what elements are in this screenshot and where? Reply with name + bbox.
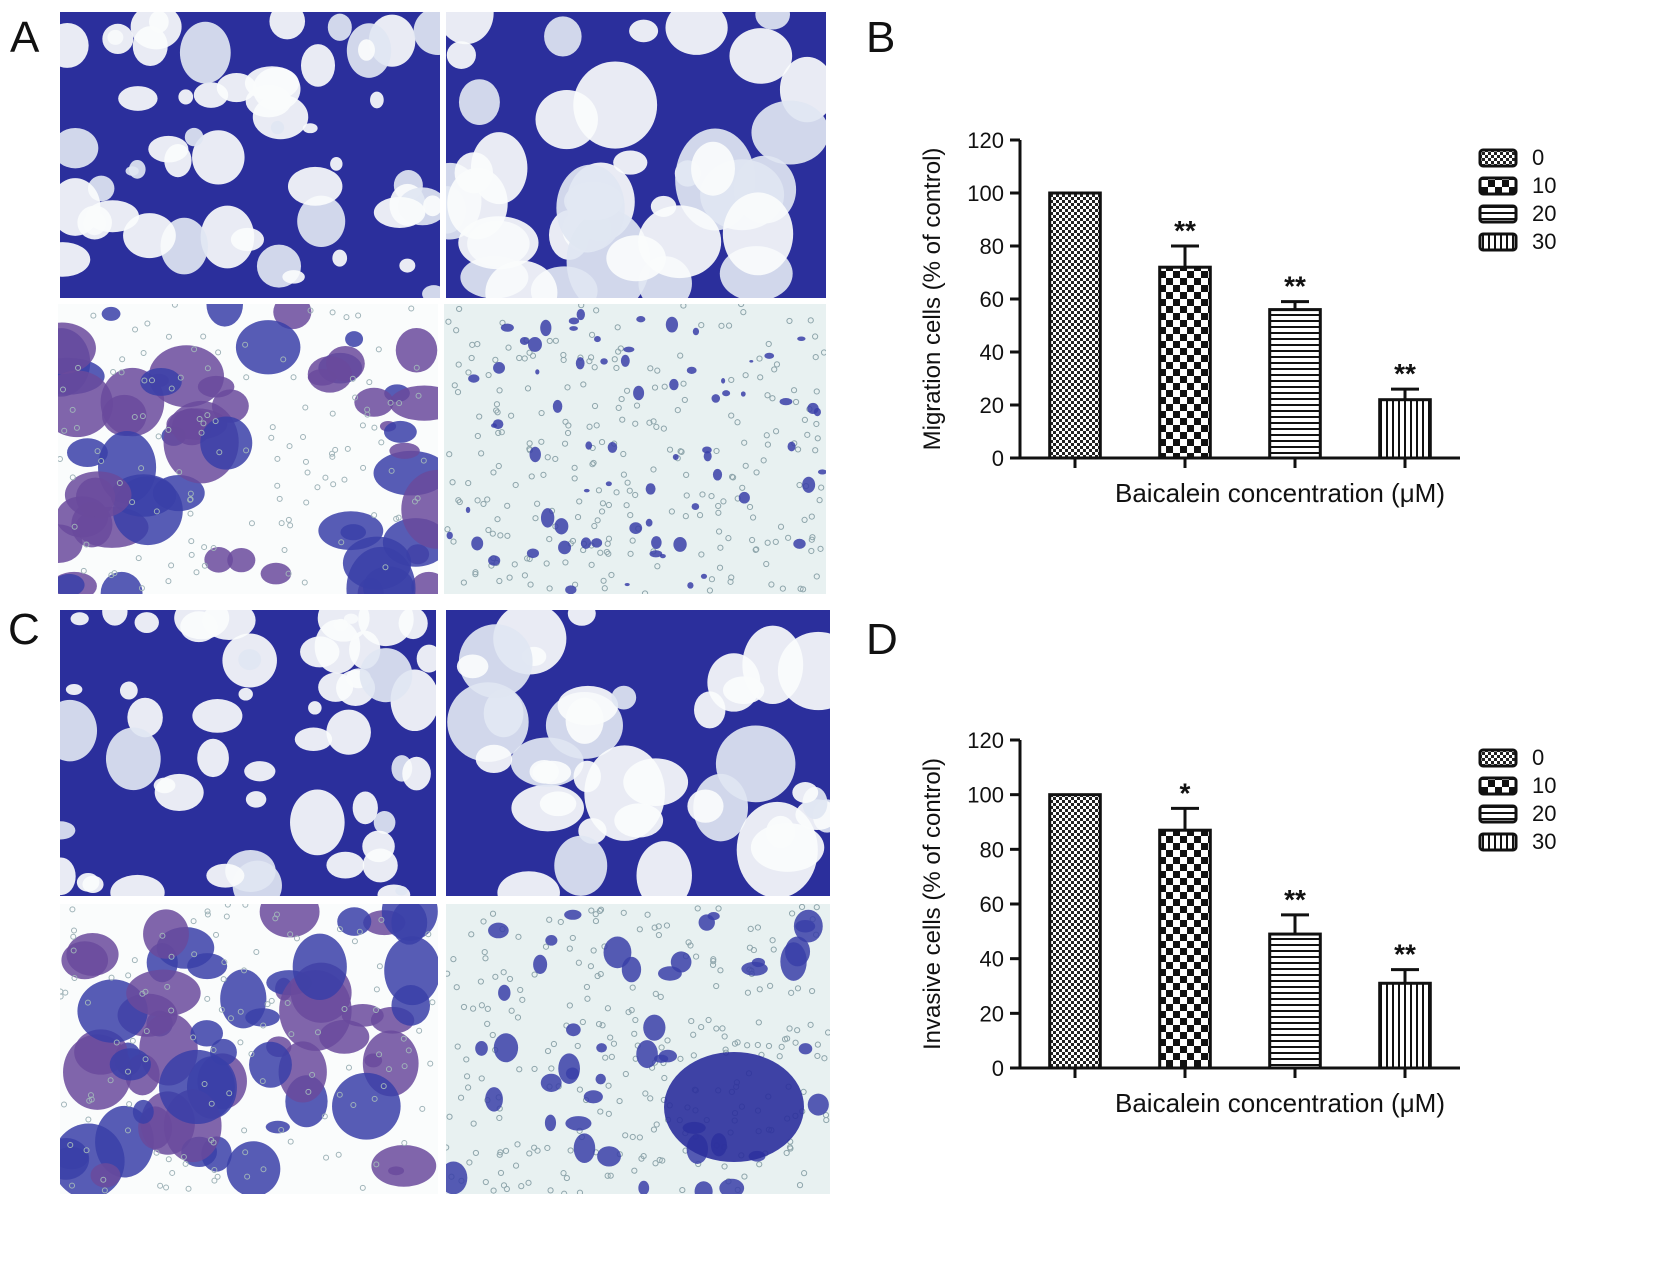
y-tick-label: 60: [980, 892, 1004, 917]
panel-label-c: C: [8, 605, 40, 654]
y-tick-label: 0: [992, 1056, 1004, 1081]
y-tick-label: 120: [967, 128, 1004, 153]
micrograph-texture: [446, 12, 826, 298]
legend-swatch-20: [1478, 204, 1518, 224]
micrograph-texture: [446, 610, 830, 896]
bar-30: [1378, 398, 1432, 460]
legend-label: 30: [1532, 829, 1556, 854]
y-axis-label: Invasive cells (% of control): [919, 758, 946, 1050]
legend-swatch-30: [1478, 832, 1518, 852]
micrograph-a-20: [58, 304, 438, 594]
significance-mark: *: [1180, 777, 1191, 808]
y-tick-label: 20: [980, 1001, 1004, 1026]
micrograph-texture: [444, 304, 826, 594]
bar-20: [1268, 308, 1322, 460]
micrograph-texture: [60, 610, 436, 896]
legend-label: 10: [1532, 773, 1556, 798]
legend-label: 20: [1532, 801, 1556, 826]
y-tick-label: 20: [980, 393, 1004, 418]
legend-label: 0: [1532, 145, 1544, 170]
legend-label: 30: [1532, 229, 1556, 254]
x-axis-label: Baicalein concentration (μM): [1115, 1088, 1445, 1118]
legend-label: 0: [1532, 745, 1544, 770]
y-tick-label: 0: [992, 446, 1004, 471]
panel-label-d: D: [866, 615, 898, 664]
micrograph-a-10: [446, 12, 826, 298]
y-tick-label: 80: [980, 234, 1004, 259]
bar-10: [1158, 265, 1212, 460]
micrograph-texture: [58, 304, 438, 594]
y-tick-label: 100: [967, 783, 1004, 808]
significance-mark: **: [1284, 884, 1306, 915]
bar-0: [1048, 191, 1102, 460]
y-axis-label: Migration cells (% of control): [919, 148, 946, 451]
micrograph-c-30: [446, 904, 830, 1194]
legend-swatch-10: [1478, 776, 1518, 796]
micrograph-a-control: [60, 12, 440, 298]
legend-swatch-0: [1478, 148, 1518, 168]
significance-mark: **: [1174, 215, 1196, 246]
x-axis-label: Baicalein concentration (μM): [1115, 478, 1445, 508]
panel-label-b: B: [866, 13, 896, 62]
legend-label: 20: [1532, 201, 1556, 226]
y-tick-label: 40: [980, 340, 1004, 365]
y-tick-label: 80: [980, 837, 1004, 862]
y-tick-label: 40: [980, 947, 1004, 972]
y-tick-label: 60: [980, 287, 1004, 312]
bar-20: [1268, 932, 1322, 1070]
micrograph-texture: [60, 904, 438, 1194]
panel-label-a: A: [10, 13, 40, 62]
significance-mark: **: [1394, 358, 1416, 389]
micrograph-texture: [446, 904, 830, 1194]
bar-30: [1378, 981, 1432, 1070]
micrograph-a-30: [444, 304, 826, 594]
micrograph-texture: [60, 12, 440, 298]
legend-swatch-10: [1478, 176, 1518, 196]
legend-swatch-20: [1478, 804, 1518, 824]
significance-mark: **: [1394, 939, 1416, 970]
significance-mark: **: [1284, 271, 1306, 302]
y-tick-label: 100: [967, 181, 1004, 206]
micrograph-c-10: [446, 610, 830, 896]
legend-swatch-30: [1478, 232, 1518, 252]
chart-migration: 0 20 40 60 80 100 120 Migration cells (% of con…: [900, 110, 1640, 540]
legend-swatch-0: [1478, 748, 1518, 768]
bar-0: [1048, 793, 1102, 1070]
micrograph-c-control: [60, 610, 436, 896]
bar-10: [1158, 828, 1212, 1070]
micrograph-c-20: [60, 904, 438, 1194]
chart-invasion: 0 20 40 60 80 100 120 Invasive cells (% of cont…: [900, 710, 1640, 1150]
legend-label: 10: [1532, 173, 1556, 198]
y-tick-label: 120: [967, 728, 1004, 753]
